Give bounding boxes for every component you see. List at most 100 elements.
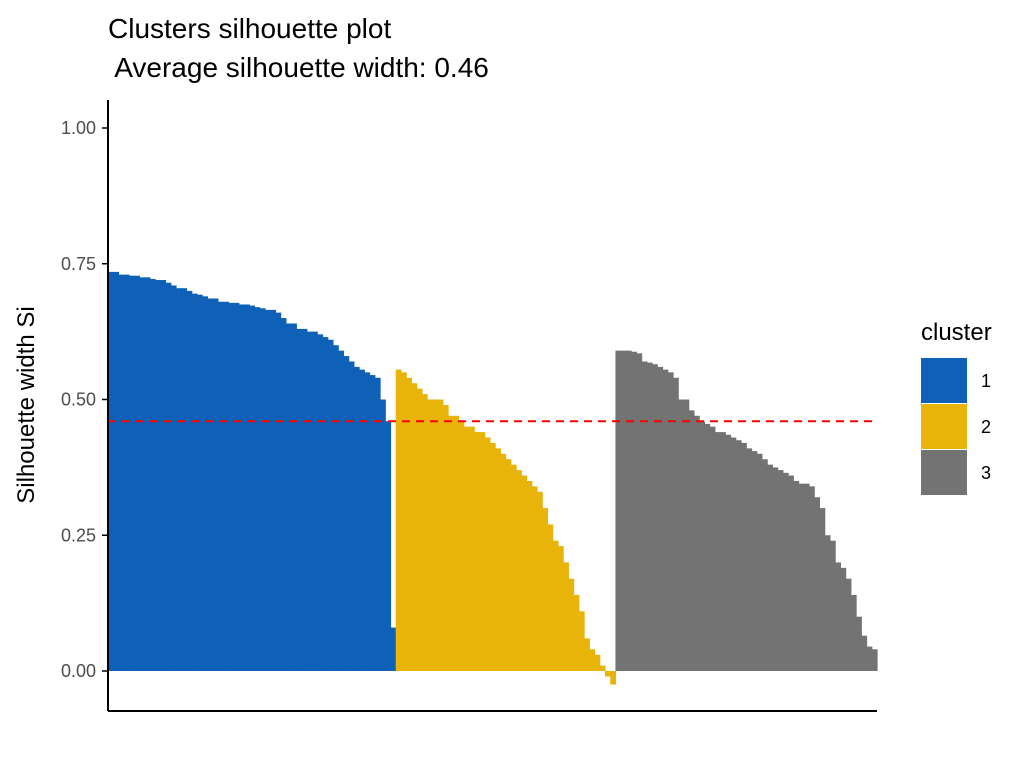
silhouette-bar-cluster-3-34 [788,475,794,671]
silhouette-bar-cluster-2-10 [442,404,449,671]
silhouette-bar-cluster-2-35 [573,594,580,671]
silhouette-bar-cluster-1-24 [228,302,235,671]
bars-layer [108,271,878,685]
legend: 1 2 3 [921,358,991,495]
silhouette-bar-cluster-1-10 [155,280,161,671]
silhouette-bar-cluster-3-28 [756,453,763,671]
silhouette-bar-cluster-3-49 [866,646,873,671]
silhouette-bar-cluster-2-17 [479,432,486,671]
silhouette-bar-cluster-3-33 [782,472,789,671]
silhouette-bar-cluster-2-4 [411,383,418,671]
silhouette-bar-cluster-2-9 [437,399,444,671]
silhouette-bar-cluster-1-12 [165,282,172,671]
silhouette-bar-cluster-3-14 [683,399,690,671]
silhouette-bar-cluster-1-16 [186,290,193,671]
silhouette-bar-cluster-1-46 [343,356,350,671]
silhouette-bar-cluster-1-14 [176,288,182,671]
silhouette-bar-cluster-1-11 [160,280,167,671]
silhouette-bar-cluster-3-21 [720,432,726,671]
silhouette-bar-cluster-3-46 [850,594,857,671]
silhouette-bar-cluster-3-47 [856,616,862,671]
silhouette-bar-cluster-3-24 [735,440,742,671]
silhouette-bar-cluster-1-54 [385,421,392,671]
silhouette-bar-cluster-1-27 [244,304,250,671]
silhouette-bar-cluster-2-6 [421,394,428,671]
silhouette-bar-cluster-1-41 [317,334,324,671]
silhouette-bar-cluster-2-23 [510,464,517,671]
silhouette-bar-cluster-1-7 [139,277,146,671]
silhouette-bar-cluster-3-10 [662,369,669,671]
silhouette-bar-cluster-3-32 [777,470,784,671]
silhouette-bar-cluster-3-1 [615,350,622,671]
silhouette-bar-cluster-3-17 [699,421,705,671]
silhouette-bar-cluster-3-48 [861,635,868,671]
silhouette-bar-cluster-3-18 [704,423,711,671]
silhouette-bar-cluster-2-18 [484,437,491,671]
silhouette-bar-cluster-1-48 [353,366,360,671]
silhouette-bar-cluster-3-7 [646,362,653,671]
silhouette-bar-cluster-1-19 [202,296,208,671]
silhouette-bar-cluster-1-38 [301,328,308,671]
silhouette-bar-cluster-1-43 [327,339,334,671]
silhouette-bar-cluster-3-22 [725,434,732,671]
legend-label-cluster-2: 2 [981,417,991,437]
silhouette-bar-cluster-1-8 [144,277,151,671]
silhouette-bar-cluster-2-28 [536,491,543,671]
legend-swatch-cluster-1 [921,358,967,403]
silhouette-bar-cluster-1-30 [259,308,266,671]
silhouette-bar-cluster-1-28 [249,305,256,671]
y-tick-label: 0.00 [61,661,96,681]
silhouette-bar-cluster-3-25 [740,442,747,671]
silhouette-bar-cluster-2-38 [589,649,596,671]
y-tick-label: 0.75 [61,254,96,274]
silhouette-bar-cluster-1-22 [217,301,224,671]
silhouette-bar-cluster-3-31 [772,467,779,672]
silhouette-bar-cluster-3-36 [798,483,805,671]
silhouette-bar-cluster-3-5 [636,353,643,671]
silhouette-bar-cluster-1-44 [332,345,339,671]
silhouette-bar-cluster-2-3 [406,377,413,671]
silhouette-bar-cluster-1-9 [149,278,156,671]
silhouette-bar-cluster-1-25 [233,302,240,671]
silhouette-bar-cluster-2-34 [568,578,575,671]
silhouette-bar-cluster-1-3 [118,274,125,671]
silhouette-bar-cluster-1-18 [196,294,203,671]
legend-label-cluster-1: 1 [981,371,991,391]
y-axis-ticks: 0.00 0.25 0.50 0.75 1.00 [61,118,108,681]
silhouette-bar-cluster-1-36 [291,323,297,671]
silhouette-bar-cluster-3-37 [803,483,810,671]
silhouette-bar-cluster-1-51 [369,375,376,671]
silhouette-bar-cluster-2-15 [468,426,475,671]
silhouette-bar-cluster-3-8 [652,364,658,671]
silhouette-bar-cluster-2-13 [458,421,465,671]
silhouette-bar-cluster-1-29 [254,307,261,671]
silhouette-bar-cluster-1-35 [285,323,292,671]
silhouette-bar-cluster-2-22 [505,459,512,671]
silhouette-bar-cluster-2-31 [552,540,559,671]
silhouette-bar-cluster-1-2 [113,271,120,671]
silhouette-bar-cluster-2-33 [563,562,569,671]
silhouette-bar-cluster-1-4 [123,274,130,671]
silhouette-bar-cluster-1-26 [238,304,245,671]
silhouette-bar-cluster-3-43 [835,562,841,671]
silhouette-bar-cluster-2-12 [453,415,460,671]
silhouette-bar-cluster-2-42 [610,671,617,685]
silhouette-bar-cluster-2-16 [474,432,481,671]
silhouette-bar-cluster-1-53 [380,399,386,671]
silhouette-bar-cluster-2-37 [584,638,590,671]
silhouette-bar-cluster-2-26 [526,480,533,671]
legend-title: cluster [921,319,992,346]
silhouette-bar-cluster-3-42 [829,540,836,671]
silhouette-bar-cluster-1-34 [280,318,287,671]
silhouette-bar-cluster-1-32 [270,309,276,671]
silhouette-bar-cluster-2-36 [578,611,585,671]
silhouette-bar-cluster-3-45 [845,578,852,671]
silhouette-bar-cluster-3-9 [657,366,664,671]
legend-swatch-cluster-2 [921,404,967,449]
silhouette-bar-cluster-2-11 [448,415,454,671]
silhouette-bar-cluster-3-39 [814,497,821,671]
silhouette-bar-cluster-3-29 [761,459,768,671]
silhouette-bar-cluster-3-20 [714,432,721,671]
silhouette-bar-cluster-2-19 [489,442,496,671]
y-tick-label: 0.25 [61,525,96,545]
